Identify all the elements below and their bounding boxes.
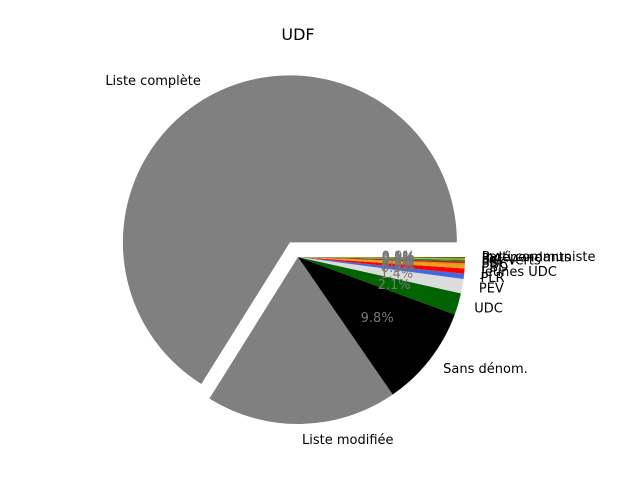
pie-slice-parti-communiste [298,257,465,258]
slice-label-udc: UDC [474,301,503,316]
pie-slice-liste-complete [122,75,457,384]
slice-percent-pdc: 0.2% [382,254,415,269]
chart-title: UDF [281,25,314,44]
slice-percent-les-verts: 0.1% [382,252,415,267]
pie-slice-les-verts [298,257,465,262]
slice-percent-parti-communiste: 0.0% [382,250,415,265]
slice-label-jeunes-udc: Jeunes UDC [480,265,557,280]
pie-slice-liste-modifiee [209,257,393,425]
slice-label-pvl: PVL [482,252,507,267]
pie-slice-pev [298,257,464,294]
pie-slice-jeunes-udc [298,257,465,274]
pie-slice-udc [298,257,461,315]
slice-percent-pbd: 0.3% [382,255,415,270]
slice-percent-pev: 1.4% [380,267,413,282]
slice-label-independants: Indépendants [482,251,571,266]
slice-percent-jeunes-udc: 0.5% [381,258,414,273]
pie-percent-labels: 9.8%2.1%1.4%0.5%0.5%0.3%0.2%0.2%0.1%0.1%… [361,250,415,326]
slice-percent-udc: 2.1% [378,278,411,293]
slice-percent-pvl: 0.1% [382,251,415,266]
pie-labels: Liste complète Liste modifiée Sans dénom. U… [105,74,595,448]
slice-label-pev: PEV [479,282,504,297]
slice-label-pbd: PBD [481,260,508,275]
pie-slice-independants [298,257,465,259]
slice-percent-independants: 0.1% [382,250,415,265]
pie-slice-pvl [298,257,465,260]
pie-slice-ps [298,257,465,264]
slice-percent-plr: 0.5% [381,261,414,276]
slice-label-sans-denom: Sans dénom. [443,362,528,377]
pie-slices [122,75,465,425]
pie-slice-plr [298,257,465,279]
slice-label-pdc: PDC [482,258,509,273]
slice-percent-ps: 0.2% [382,253,415,268]
pie-slice-sans-denom [298,257,455,395]
slice-label-les-verts: Les Verts [482,253,541,268]
pie-slice-pbd [298,257,465,269]
slice-label-plr: PLR [480,271,504,286]
slice-label-ps: PS [482,255,498,270]
slice-label-parti-communiste: Parti communiste [482,250,596,265]
slice-label-liste-complete: Liste complète [105,74,201,89]
slice-label-liste-modifiee: Liste modifiée [302,433,394,448]
pie-slice-pdc [298,257,465,266]
slice-percent-sans-denom: 9.8% [361,311,394,326]
